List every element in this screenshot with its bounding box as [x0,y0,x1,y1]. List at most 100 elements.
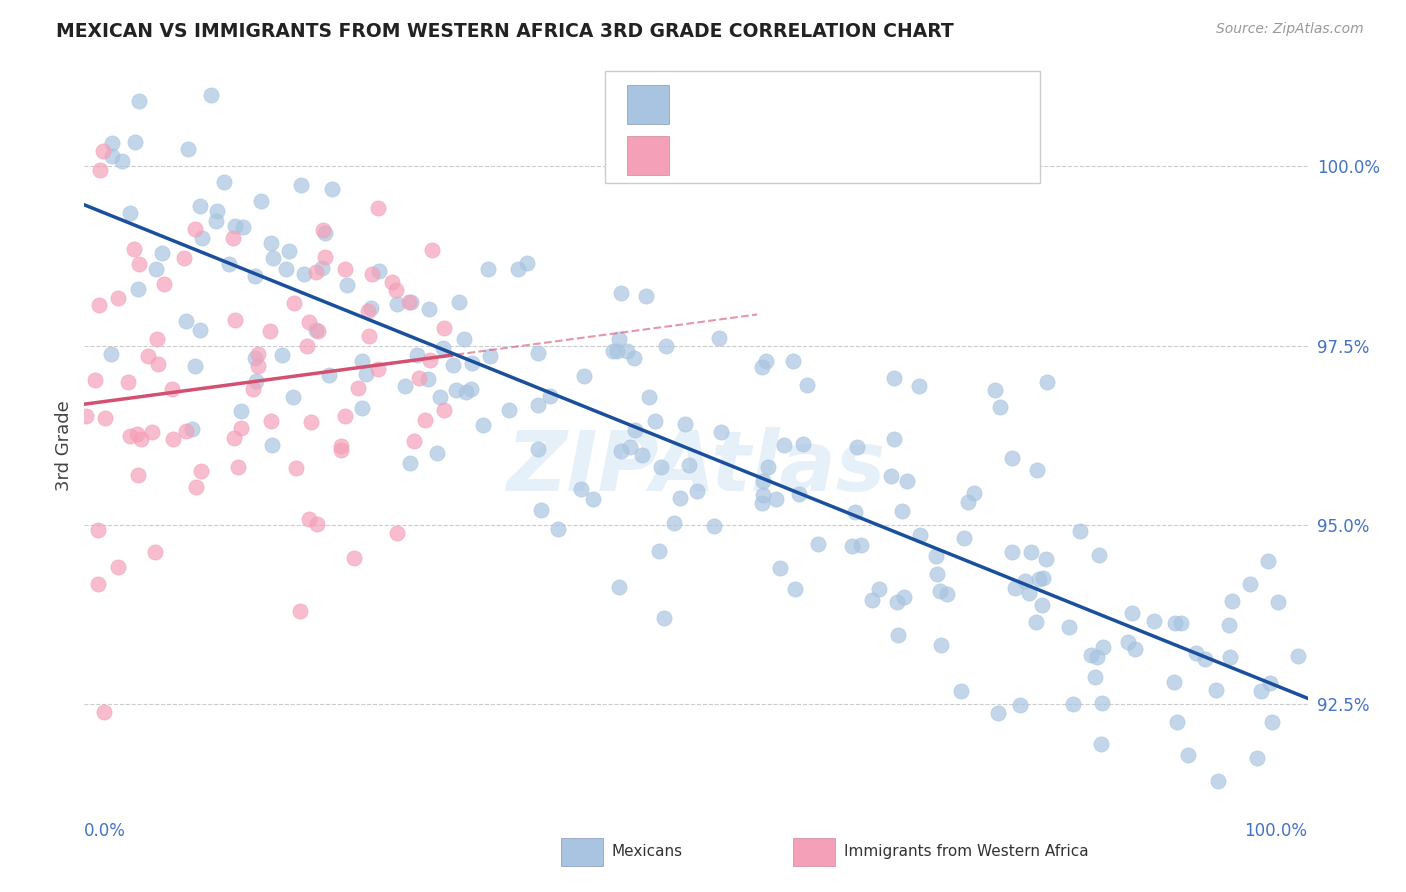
Point [886,627,908,641]
Point [277,244,299,259]
Point [1121,606,1143,620]
Point [111,153,134,168]
Point [86,523,108,537]
Point [245,374,267,388]
Point [229,404,252,418]
Point [346,381,368,395]
Point [755,354,778,368]
Point [1194,652,1216,666]
Point [360,301,382,315]
Point [950,684,973,698]
Point [868,582,890,597]
Point [385,283,408,297]
Point [1085,650,1108,665]
Point [330,442,353,457]
Point [385,525,408,540]
Point [418,302,440,317]
Point [1206,774,1229,789]
Point [619,440,641,454]
Point [769,561,792,575]
Point [191,231,214,245]
Point [471,417,494,432]
Point [262,251,284,265]
Point [673,417,696,431]
Point [956,495,979,509]
Point [526,398,548,412]
Point [343,551,366,566]
Point [283,296,305,310]
Point [311,223,333,237]
Point [1257,554,1279,568]
Point [1250,684,1272,698]
Point [1164,616,1187,631]
Point [1091,640,1114,655]
Point [1062,697,1084,711]
Point [433,403,456,417]
Point [329,439,352,453]
Point [160,382,183,396]
Point [607,580,630,594]
Point [368,264,391,278]
Point [433,320,456,334]
Point [418,371,440,385]
Point [751,360,773,375]
Point [1170,615,1192,630]
Point [652,611,675,625]
Point [1036,376,1059,390]
Point [260,438,283,452]
Point [361,267,384,281]
Point [572,368,595,383]
Point [988,400,1011,414]
Point [527,346,550,360]
Point [274,262,297,277]
Point [664,516,686,530]
Point [367,362,389,376]
Point [429,390,451,404]
Point [1163,675,1185,690]
Point [506,262,529,277]
Point [188,198,211,212]
Point [186,480,208,494]
Point [184,221,207,235]
Point [444,383,467,397]
Point [765,492,787,507]
Point [146,332,169,346]
Point [1219,649,1241,664]
Point [1267,595,1289,609]
Point [176,424,198,438]
Point [751,496,773,510]
Point [893,590,915,604]
Point [224,431,246,445]
Point [796,377,818,392]
Text: N =: N = [837,147,873,165]
Point [224,312,246,326]
Point [131,432,153,446]
Point [122,242,145,256]
Point [188,323,211,337]
Point [173,251,195,265]
Point [120,205,142,219]
Y-axis label: 3rd Grade: 3rd Grade [55,401,73,491]
Point [224,219,246,233]
Point [477,261,499,276]
Point [1239,577,1261,591]
Point [247,347,270,361]
Point [359,328,381,343]
Point [624,423,647,437]
Point [350,354,373,368]
Point [1004,582,1026,596]
Point [610,443,633,458]
Point [200,87,222,102]
Point [180,422,202,436]
Point [128,94,150,108]
Point [245,351,267,365]
Point [205,204,228,219]
Point [527,442,550,456]
Point [927,566,949,581]
Point [136,350,159,364]
Point [678,458,700,472]
Point [686,483,709,498]
Point [1116,634,1139,648]
Point [908,379,931,393]
Point [707,331,730,345]
